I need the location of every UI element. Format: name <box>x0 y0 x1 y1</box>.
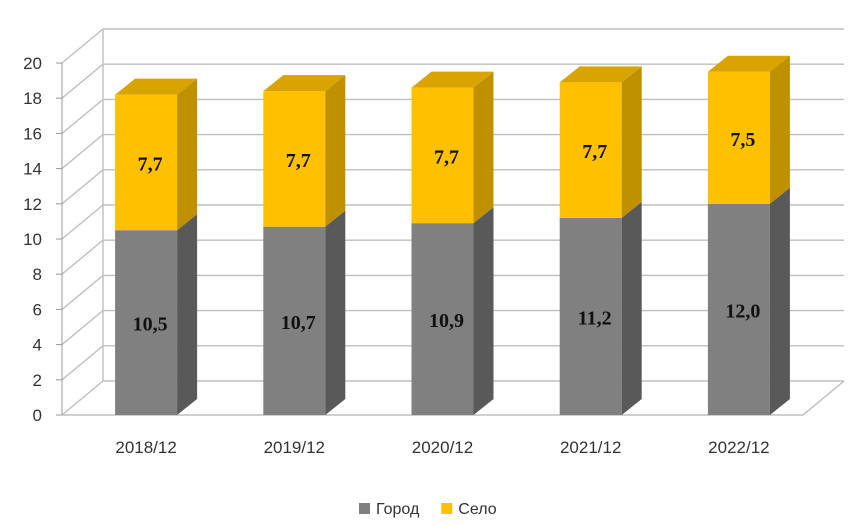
bar-gorod <box>559 201 642 415</box>
gridline-side <box>61 98 104 134</box>
bar-side <box>473 207 494 415</box>
gridline-side <box>61 310 104 346</box>
bar-front <box>707 71 770 204</box>
bar-gorod <box>263 210 346 415</box>
y-tick-label: 0 <box>33 406 42 425</box>
bar-side <box>473 71 494 224</box>
y-axis: 0 2 4 6 8 10 12 14 16 18 20 <box>23 54 63 425</box>
y-tick-label: 10 <box>23 230 42 249</box>
bars-layer: 10,5 7,7 10,7 7,7 10,9 7,7 11,2 7,7 12,0 7,5 <box>115 55 790 415</box>
y-tick-label: 6 <box>33 300 42 319</box>
bar-gorod <box>707 187 790 415</box>
bar-selo <box>115 78 198 231</box>
data-label: 7,7 <box>582 141 607 163</box>
bar-side <box>325 210 346 415</box>
gridline-side <box>61 28 104 64</box>
bar-side <box>325 75 346 227</box>
gridline-side <box>61 274 104 310</box>
y-tick-label: 2 <box>33 371 42 390</box>
bar-top <box>411 71 494 88</box>
y-tick-label: 8 <box>33 265 42 284</box>
bar-top <box>559 66 642 83</box>
bar-selo <box>559 66 642 218</box>
bar-front <box>707 203 770 415</box>
gridline-side <box>61 380 104 416</box>
bar-side <box>177 78 198 231</box>
bar-top <box>707 55 790 72</box>
bar-selo <box>263 75 346 227</box>
data-label: 10,7 <box>281 312 316 334</box>
bar-front <box>115 94 178 231</box>
bar-front <box>115 230 178 415</box>
x-tick-label: 2021/12 <box>560 438 621 457</box>
legend: Город Село <box>359 501 497 518</box>
x-tick-label: 2019/12 <box>264 438 325 457</box>
gridline-side <box>61 345 104 381</box>
y-tick-label: 12 <box>23 195 42 214</box>
data-label: 7,5 <box>730 129 755 151</box>
data-label: 7,7 <box>434 146 459 168</box>
data-label: 11,2 <box>578 307 612 329</box>
data-label: 7,7 <box>138 153 163 175</box>
data-label: 7,7 <box>286 150 311 172</box>
bar-front <box>411 223 474 415</box>
bar-side <box>177 214 198 415</box>
gridline-side <box>61 134 104 170</box>
gridline-side <box>61 204 104 240</box>
bar-selo <box>707 55 790 204</box>
bar-selo <box>411 71 494 224</box>
legend-label: Город <box>376 501 420 518</box>
bar-side <box>769 187 790 415</box>
y-tick-label: 4 <box>33 336 42 355</box>
x-axis: 2018/12 2019/12 2020/12 2021/12 2022/12 <box>115 438 769 457</box>
legend-swatch <box>359 503 370 514</box>
x-tick-label: 2020/12 <box>412 438 473 457</box>
bar-top <box>263 75 346 92</box>
bar-side <box>621 201 642 415</box>
y-tick-label: 16 <box>23 124 42 143</box>
bar-front <box>263 226 326 415</box>
gridline-side <box>61 169 104 205</box>
legend-swatch <box>441 503 453 514</box>
bar-front <box>559 217 622 415</box>
x-tick-label: 2022/12 <box>708 438 769 457</box>
bar-front <box>411 87 474 224</box>
y-tick-label: 14 <box>23 160 42 179</box>
gridline-side <box>61 239 104 275</box>
y-tick-label: 20 <box>23 54 42 73</box>
bar-front <box>559 82 622 218</box>
x-tick-label: 2018/12 <box>115 438 176 457</box>
gridline-side <box>61 63 104 99</box>
legend-label: Село <box>458 501 496 518</box>
data-label: 10,5 <box>133 314 168 336</box>
data-label: 10,9 <box>429 310 464 332</box>
bar-gorod <box>411 207 494 415</box>
bar-front <box>263 91 326 227</box>
bar-side <box>621 66 642 218</box>
bar-side <box>769 55 790 204</box>
bar-top <box>115 78 198 95</box>
bar-gorod <box>115 214 198 415</box>
y-tick-label: 18 <box>23 89 42 108</box>
data-label: 12,0 <box>725 300 760 322</box>
